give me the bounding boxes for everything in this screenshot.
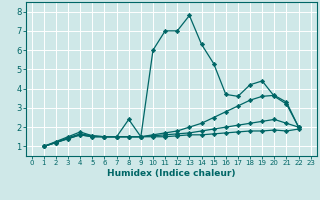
X-axis label: Humidex (Indice chaleur): Humidex (Indice chaleur) [107, 169, 236, 178]
